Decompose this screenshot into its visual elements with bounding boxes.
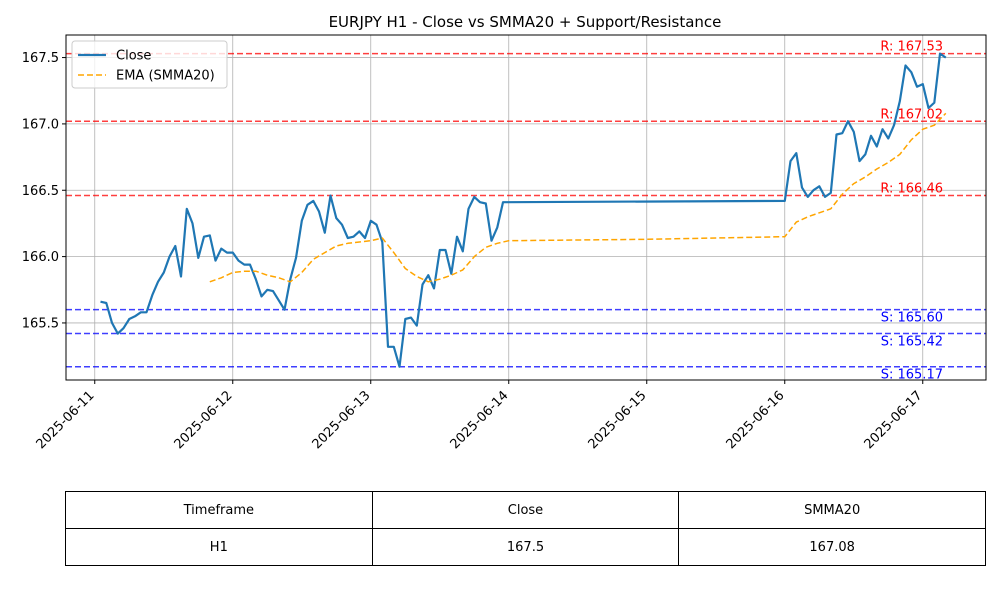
support-label: S: 165.42 (881, 335, 943, 350)
table-cell-close: 167.5 (371, 528, 680, 566)
x-tick-label: 2025-06-12 (172, 388, 236, 452)
table-cell-timeframe: H1 (65, 528, 373, 566)
x-tick-label: 2025-06-14 (448, 388, 512, 452)
table-header-close: Close (371, 491, 680, 529)
summary-table: Timeframe Close SMMA20 H1 167.5 167.08 (65, 491, 986, 566)
plot-frame (65, 34, 987, 381)
y-tick-label: 165.5 (22, 316, 59, 331)
legend-label: Close (116, 49, 151, 64)
chart: EURJPY H1 - Close vs SMMA20 + Support/Re… (22, 13, 987, 452)
resistance-label: R: 166.46 (880, 182, 943, 197)
y-tick-label: 167.0 (22, 117, 59, 132)
x-tick-label: 2025-06-17 (862, 388, 926, 452)
y-tick-label: 167.5 (22, 51, 59, 66)
chart-title: EURJPY H1 - Close vs SMMA20 + Support/Re… (329, 13, 722, 31)
table-row: H1 167.5 167.08 (65, 528, 986, 566)
legend-label: EMA (SMMA20) (116, 69, 215, 84)
x-tick-label: 2025-06-16 (724, 388, 788, 452)
support-label: S: 165.17 (881, 368, 943, 383)
x-tick-label: 2025-06-13 (310, 388, 374, 452)
x-tick-label: 2025-06-11 (34, 388, 98, 452)
smma20-series-line (209, 112, 947, 283)
close-series-line (100, 52, 947, 368)
x-tick-label: 2025-06-15 (586, 388, 650, 452)
resistance-label: R: 167.53 (880, 40, 943, 55)
y-tick-label: 166.5 (22, 184, 59, 199)
resistance-label: R: 167.02 (880, 107, 943, 122)
table-header-timeframe: Timeframe (65, 491, 373, 529)
support-label: S: 165.60 (881, 311, 943, 326)
legend-box (71, 40, 228, 89)
y-tick-label: 166.0 (22, 250, 59, 265)
table-header-smma20: SMMA20 (678, 491, 986, 529)
table-cell-smma20: 167.08 (678, 528, 986, 566)
table-header-row: Timeframe Close SMMA20 (65, 491, 986, 529)
